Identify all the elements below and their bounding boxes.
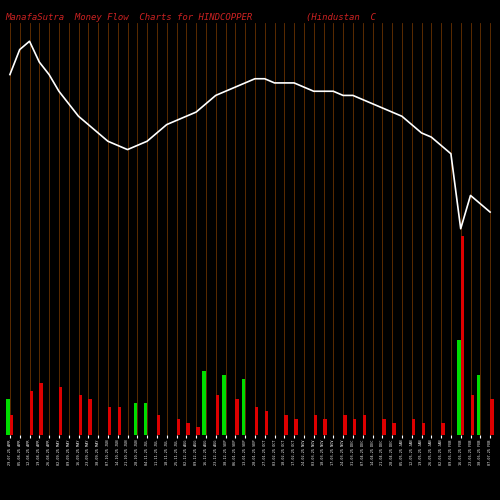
Bar [264, 411, 268, 435]
Bar [382, 419, 386, 435]
Bar [6, 399, 10, 435]
Bar [144, 403, 147, 435]
Bar [40, 384, 42, 435]
Bar [343, 415, 346, 435]
Bar [186, 423, 190, 435]
Bar [134, 403, 138, 435]
Bar [88, 399, 92, 435]
Bar [460, 236, 464, 435]
Bar [490, 399, 494, 435]
Bar [202, 372, 206, 435]
Bar [10, 415, 14, 435]
Text: ManafaSutra  Money Flow  Charts for HINDCOPPER          (Hindustan  C: ManafaSutra Money Flow Charts for HINDCO… [5, 12, 376, 22]
Bar [392, 423, 396, 435]
Bar [458, 340, 460, 435]
Bar [324, 419, 327, 435]
Bar [422, 423, 425, 435]
Bar [108, 407, 112, 435]
Bar [236, 399, 238, 435]
Bar [216, 395, 219, 435]
Bar [255, 407, 258, 435]
Bar [176, 419, 180, 435]
Bar [294, 419, 298, 435]
Bar [470, 395, 474, 435]
Bar [59, 388, 62, 435]
Bar [353, 419, 356, 435]
Bar [412, 419, 415, 435]
Bar [362, 415, 366, 435]
Bar [196, 427, 200, 435]
Bar [477, 376, 480, 435]
Bar [118, 407, 121, 435]
Bar [157, 415, 160, 435]
Bar [441, 423, 444, 435]
Bar [284, 415, 288, 435]
Bar [78, 395, 82, 435]
Bar [314, 415, 317, 435]
Bar [30, 392, 33, 435]
Bar [222, 376, 226, 435]
Bar [242, 380, 245, 435]
